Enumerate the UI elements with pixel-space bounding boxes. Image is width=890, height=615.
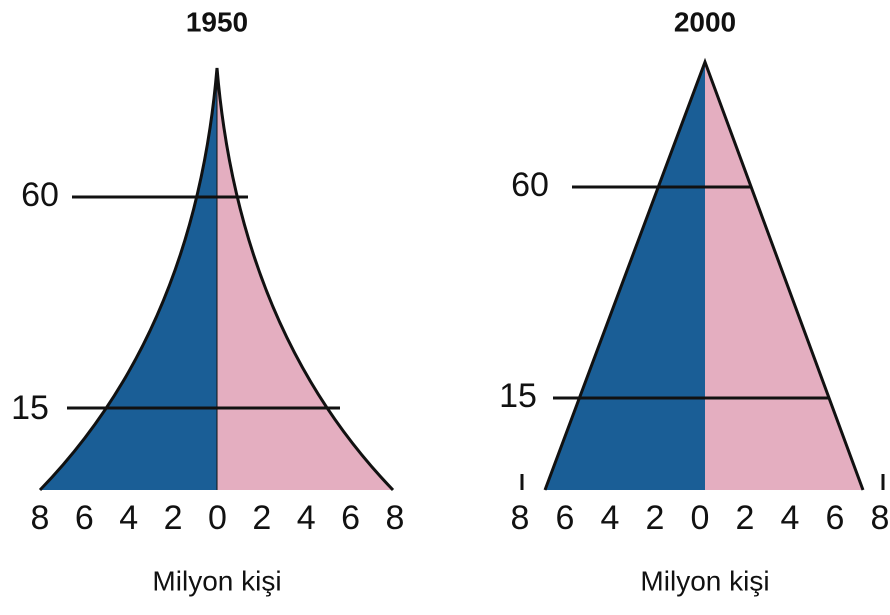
x-tick-label: 6 — [75, 499, 94, 537]
x-tick-label: 0 — [691, 499, 710, 537]
x-tick-label: 4 — [119, 499, 138, 537]
x-tick-label: 6 — [341, 499, 360, 537]
x-tick-label: 8 — [386, 499, 405, 537]
chart-title: 1950 — [186, 6, 248, 37]
x-tick-label: 8 — [871, 499, 890, 537]
axis-title: Milyon kişi — [152, 565, 281, 596]
x-tick-label: 4 — [781, 499, 800, 537]
x-tick-label: 2 — [252, 499, 271, 537]
x-tick-label: 8 — [511, 499, 530, 537]
outline — [543, 57, 865, 491]
age-label: 60 — [511, 166, 549, 204]
male-area — [40, 68, 217, 490]
female-area — [217, 68, 393, 490]
x-tick-label: 6 — [556, 499, 575, 537]
chart-title: 2000 — [674, 6, 736, 37]
x-tick-label: 4 — [297, 499, 316, 537]
x-tick-label: 2 — [736, 499, 755, 537]
x-tick-label: 2 — [646, 499, 665, 537]
x-tick-label: 4 — [601, 499, 620, 537]
x-tick-label: 8 — [31, 499, 50, 537]
x-tick-label: 0 — [208, 499, 227, 537]
x-tick-label: 2 — [164, 499, 183, 537]
axis-title: Milyon kişi — [640, 565, 769, 596]
age-label: 60 — [21, 176, 59, 214]
age-label: 15 — [499, 377, 537, 415]
x-tick-label: 6 — [826, 499, 845, 537]
age-label: 15 — [11, 389, 49, 427]
